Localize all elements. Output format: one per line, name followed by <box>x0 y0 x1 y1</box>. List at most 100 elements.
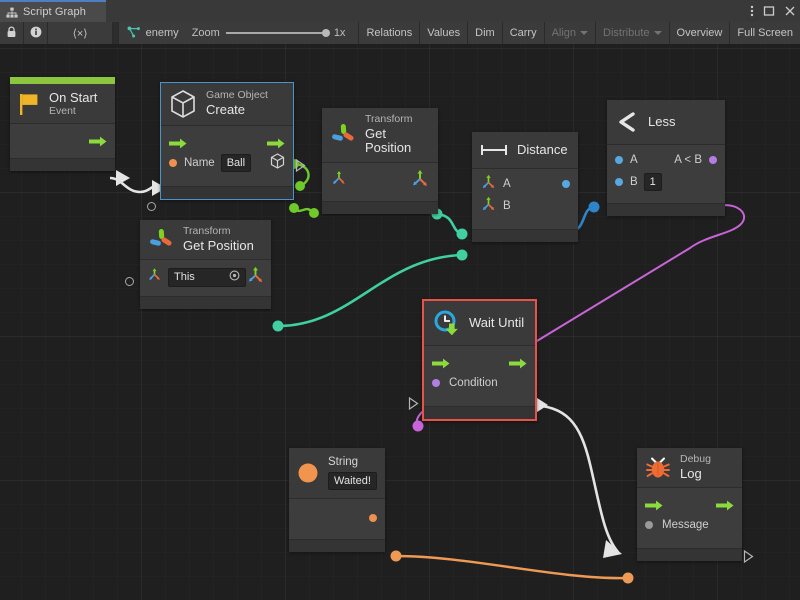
align-button[interactable]: Align <box>544 22 597 44</box>
flow-row[interactable] <box>637 492 742 514</box>
input-a-port[interactable] <box>615 156 623 164</box>
tab-label: Script Graph <box>23 6 86 18</box>
vector-output-axis-icon[interactable] <box>410 168 430 193</box>
flow-out-arrow-icon[interactable] <box>509 356 527 368</box>
vector-output-axis-icon[interactable] <box>246 265 265 289</box>
graph-name-button[interactable]: enemy <box>118 22 186 44</box>
message-row[interactable]: Message <box>637 514 742 536</box>
zoom-control[interactable]: Zoom 1x <box>185 22 359 44</box>
flow-in-arrow-icon[interactable] <box>432 356 450 368</box>
name-label: Name <box>184 157 215 169</box>
less-node[interactable]: Less A A < B B 1 <box>607 100 725 216</box>
flow-out-row[interactable] <box>10 128 115 150</box>
values-button[interactable]: Values <box>420 22 469 44</box>
transform-gizmo-icon <box>148 227 174 253</box>
info-button[interactable] <box>24 22 48 44</box>
flow-in-arrow-icon[interactable] <box>169 136 187 148</box>
target-dropdown[interactable]: This <box>168 267 246 287</box>
output-expression-label: A < B <box>674 154 702 166</box>
graph-name-label: enemy <box>145 27 179 39</box>
distribute-button[interactable]: Distribute <box>596 22 670 44</box>
node-footer <box>322 200 438 214</box>
flow-in-arrow-icon[interactable] <box>645 498 663 511</box>
full-screen-button[interactable]: Full Screen <box>730 22 800 44</box>
input-b-row[interactable]: B 1 <box>607 171 725 193</box>
input-b-port[interactable] <box>615 178 623 186</box>
string-output-port[interactable] <box>369 513 377 522</box>
on-start-node[interactable]: On Start Event <box>10 77 115 172</box>
toolbar-divider <box>113 22 119 44</box>
node-titles: Transform Get Position <box>183 225 254 253</box>
node-title: Get Position <box>365 125 412 156</box>
message-input-port[interactable] <box>645 521 653 530</box>
toolbar-spacer <box>358 22 360 44</box>
input-b-row[interactable]: B <box>472 195 578 217</box>
transform-get-position-node[interactable]: Transform Get Position This <box>125 220 271 310</box>
node-header: Transform Get Position <box>322 108 438 163</box>
info-icon <box>30 26 42 41</box>
target-row[interactable]: This <box>140 264 271 290</box>
condition-input-port[interactable] <box>432 379 440 387</box>
graph-canvas[interactable]: On Start Event <box>0 44 800 600</box>
zoom-value: 1x <box>333 27 346 39</box>
node-subtitle: Transform <box>183 225 231 237</box>
flow-out-arrow-icon[interactable] <box>716 498 734 511</box>
node-footer <box>607 203 725 216</box>
dim-button[interactable]: Dim <box>468 22 503 44</box>
flow-out-arrow-icon[interactable] <box>89 134 107 147</box>
flow-in-port-triangle[interactable] <box>408 396 419 415</box>
relations-button[interactable]: Relations <box>359 22 421 44</box>
transform-input-axis-icon[interactable] <box>146 266 163 288</box>
kebab-menu-icon[interactable] <box>750 4 754 18</box>
flow-row[interactable] <box>161 130 293 152</box>
transform-input-port[interactable] <box>125 277 134 286</box>
node-title: Distance <box>517 142 568 157</box>
input-a-row[interactable]: A A < B <box>607 149 725 171</box>
node-footer <box>140 296 271 310</box>
input-b-label: B <box>503 199 511 212</box>
maximize-icon[interactable] <box>763 5 775 17</box>
node-header: Wait Until <box>424 301 535 346</box>
distance-output-port[interactable] <box>562 179 570 188</box>
flow-out-port-triangle[interactable] <box>743 549 754 568</box>
close-icon[interactable] <box>784 5 796 17</box>
input-b-value[interactable]: 1 <box>643 173 662 191</box>
string-node[interactable]: String Waited! <box>289 448 385 552</box>
lock-button[interactable] <box>0 22 24 44</box>
string-output-row[interactable] <box>289 503 385 533</box>
debug-log-node[interactable]: Debug Log Message <box>637 448 754 564</box>
comparison-output-port[interactable] <box>709 156 717 164</box>
vector-a-axis-icon[interactable] <box>480 173 497 195</box>
gameobject-output-cube-icon[interactable] <box>270 152 285 174</box>
ports-row[interactable] <box>322 167 438 195</box>
target-dropdown-value: This <box>174 271 195 284</box>
node-header: Debug Log <box>637 448 742 489</box>
flow-out-arrow-icon[interactable] <box>267 136 285 148</box>
name-field-row[interactable]: Name Ball <box>161 152 293 174</box>
string-value-input[interactable]: Waited! <box>328 471 377 490</box>
gameobject-input-port[interactable] <box>147 202 156 211</box>
carry-button[interactable]: Carry <box>502 22 545 44</box>
code-view-button[interactable]: ⟨×⟩ <box>48 22 114 44</box>
input-a-row[interactable]: A <box>472 173 578 195</box>
condition-row[interactable]: Condition <box>424 372 535 394</box>
wait-until-node[interactable]: Wait Until Condition <box>408 299 537 421</box>
name-input-port[interactable] <box>169 159 177 167</box>
node-titles: String Waited! <box>328 456 377 490</box>
flow-row[interactable] <box>424 350 535 372</box>
zoom-slider[interactable] <box>225 29 330 37</box>
flow-out-port-triangle[interactable] <box>295 158 306 177</box>
vector-b-axis-icon[interactable] <box>480 195 497 217</box>
transform-get-position-node[interactable]: Transform Get Position <box>322 108 438 214</box>
node-title: String <box>328 456 359 468</box>
transform-input-axis-icon[interactable] <box>330 169 348 192</box>
zoom-slider-handle[interactable] <box>321 29 330 37</box>
node-body: Condition <box>424 346 535 406</box>
overview-button[interactable]: Overview <box>669 22 731 44</box>
node-body: A A < B B 1 <box>607 145 725 203</box>
tab-script-graph[interactable]: Script Graph <box>0 0 106 22</box>
target-picker-icon[interactable] <box>229 270 240 285</box>
game-object-create-node[interactable]: Game Object Create Name Ball <box>147 82 306 211</box>
distance-node[interactable]: Distance A <box>472 132 578 242</box>
name-input[interactable]: Ball <box>220 154 252 172</box>
